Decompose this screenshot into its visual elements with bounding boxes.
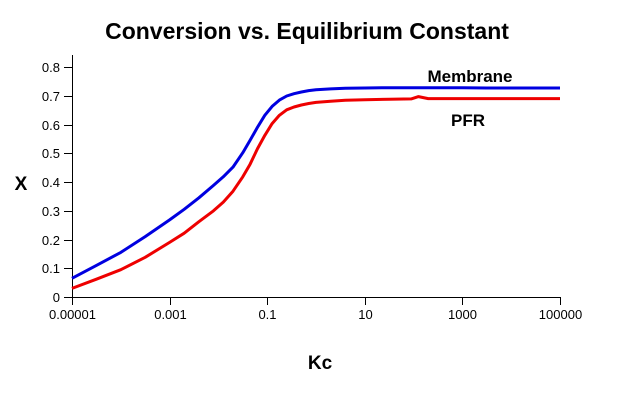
y-tick-label: 0.3 [42,204,60,219]
x-tick-label: 100000 [539,307,582,322]
y-tick-label: 0.8 [42,60,60,75]
curve-membrane [71,86,560,280]
y-tick-label: 0.7 [42,89,60,104]
x-tick-label: 1000 [448,307,477,322]
y-tick-label: 0 [53,290,60,305]
x-tick-label: 0.00001 [49,307,96,322]
y-tick-label: 0.4 [42,175,60,190]
series-label-membrane: Membrane [427,67,512,86]
x-tick-label: 0.1 [258,307,276,322]
chart-title: Conversion vs. Equilibrium Constant [105,18,509,44]
tick-marks [64,67,561,305]
y-tick-label: 0.1 [42,261,60,276]
series-label-pfr: PFR [451,111,485,130]
x-tick-label: 0.001 [154,307,187,322]
data-curves [71,86,560,290]
tick-labels: 0 0.1 0.2 0.3 0.4 0.5 0.6 0.7 0.8 0.00001 0.001 0.1… [42,60,582,322]
y-tick-label: 0.6 [42,118,60,133]
y-tick-label: 0.2 [42,233,60,248]
axes [66,55,561,300]
x-axis-label: Kc [308,353,333,374]
y-tick-label: 0.5 [42,146,60,161]
y-axis-label: X [15,174,28,195]
x-tick-label: 10 [358,307,372,322]
curve-pfr [71,95,560,290]
